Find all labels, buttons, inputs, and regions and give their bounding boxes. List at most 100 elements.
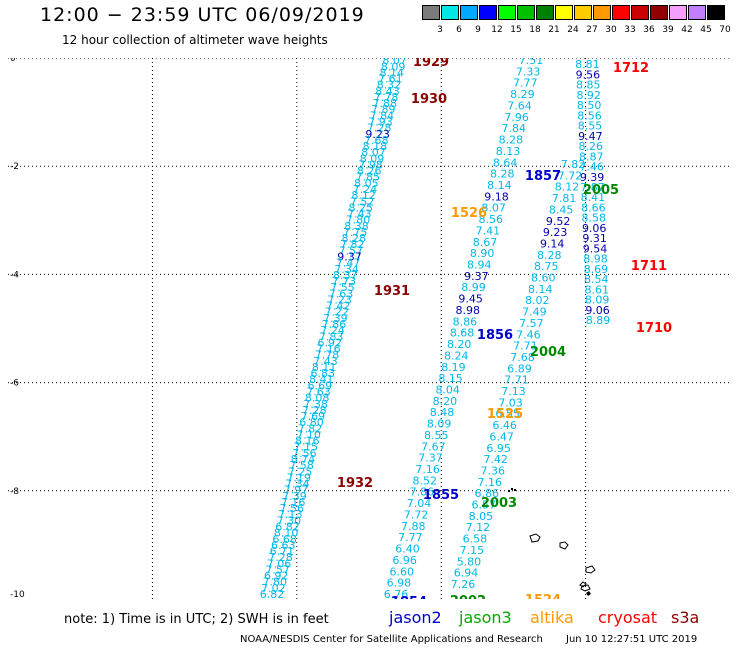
swh-value: 8.28 <box>490 168 515 181</box>
swh-value: 8.11 <box>312 361 337 374</box>
swh-value: 8.74 <box>291 453 316 466</box>
swh-value: 8.98 <box>583 253 608 266</box>
swh-value: 8.87 <box>579 150 604 163</box>
swh-value: 7.83 <box>319 330 344 343</box>
swh-value: 7.84 <box>370 109 395 122</box>
swh-value: 7.40 <box>384 58 409 61</box>
swh-value: 7.52 <box>350 195 375 208</box>
swh-value: 7.51 <box>519 58 544 67</box>
swh-value: 9.45 <box>458 293 483 306</box>
pass-number-label: 2005 <box>583 183 619 198</box>
swh-value: 6.98 <box>387 577 412 590</box>
swh-value: 6.60 <box>389 565 414 578</box>
legend-level-label: 12 <box>491 25 503 35</box>
swh-value: 7.42 <box>326 300 351 313</box>
swh-value: 9.47 <box>578 130 603 143</box>
swh-value: 7.61 <box>378 73 403 86</box>
swh-value: 9.06 <box>585 304 610 317</box>
swh-value: 7.12 <box>466 521 491 534</box>
legend-swatch <box>460 5 478 20</box>
legend-swatch <box>574 5 592 20</box>
swh-value: 6.55 <box>495 408 520 421</box>
swh-value: 7.75 <box>343 226 368 239</box>
swh-value: 8.94 <box>467 259 492 272</box>
page-subtitle: 12 hour collection of altimeter wave hei… <box>62 33 328 47</box>
swh-value: 8.28 <box>499 134 524 147</box>
swh-value: 9.18 <box>484 190 509 203</box>
swh-value: 7.56 <box>279 502 304 515</box>
swh-value: 7.16 <box>478 476 503 489</box>
pass-number-label: 1931 <box>374 284 410 299</box>
swh-value: 6.69 <box>308 379 333 392</box>
swh-value: 8.02 <box>525 294 550 307</box>
swh-value: 7.80 <box>263 576 288 589</box>
island-dot <box>508 490 510 492</box>
swh-value: 8.38 <box>344 220 369 233</box>
swh-value: 8.14 <box>380 66 405 79</box>
swh-value: 7.78 <box>315 349 340 362</box>
swh-value: 8.67 <box>473 236 498 249</box>
swh-value: 7.43 <box>347 208 372 221</box>
y-axis-tick-label: -8 <box>10 487 19 497</box>
swh-value: 7.25 <box>288 465 313 478</box>
swh-value: 8.92 <box>576 89 601 102</box>
pass-number-label: 1524 <box>525 593 561 599</box>
swh-value: 8.05 <box>469 510 494 523</box>
swh-value: 9.06 <box>582 222 607 235</box>
swh-value: 7.67 <box>421 440 446 453</box>
swh-value: 8.25 <box>349 201 374 214</box>
legend-altika: altika <box>530 608 574 627</box>
swh-value: 8.75 <box>534 260 559 273</box>
swh-value: 7.39 <box>282 490 307 503</box>
swh-value: 7.58 <box>289 459 314 472</box>
legend-level-label: 9 <box>475 25 481 35</box>
swh-value: 7.16 <box>415 463 440 476</box>
swh-value: 9.52 <box>546 215 571 228</box>
swh-value: 7.42 <box>483 453 508 466</box>
swh-value: 8.09 <box>427 418 452 431</box>
swh-value: 7.63 <box>306 386 331 399</box>
swh-value: 9.39 <box>580 171 605 184</box>
swh-value: 8.43 <box>375 85 400 98</box>
swh-value: 7.15 <box>460 544 485 557</box>
swh-value: 8.07 <box>481 202 506 215</box>
swh-value: 7.10 <box>296 428 321 441</box>
pass-number-label: 1525 <box>487 407 523 422</box>
swh-value: 8.32 <box>377 79 402 92</box>
swh-value: 8.41 <box>309 373 334 386</box>
swh-value: 8.86 <box>453 315 478 328</box>
swh-value: 6.63 <box>271 539 296 552</box>
swh-value: 7.89 <box>371 103 396 116</box>
swh-value: 7.04 <box>407 497 432 510</box>
pass-number-label: 2003 <box>481 496 517 511</box>
swh-value: 7.16 <box>316 343 341 356</box>
swh-value: 7.71 <box>513 340 538 353</box>
legend-cryosat: cryosat <box>598 608 658 627</box>
swh-value: 7.36 <box>480 464 505 477</box>
swh-value: 8.56 <box>479 213 504 226</box>
swh-value: 7.56 <box>292 447 317 460</box>
legend-swatch <box>707 5 725 20</box>
swh-value: 9.23 <box>365 128 390 141</box>
swh-value: 8.89 <box>586 314 611 327</box>
swh-value: 7.13 <box>501 385 526 398</box>
swh-value: 8.07 <box>382 58 407 67</box>
pass-number-label: 1854 <box>391 595 427 599</box>
swh-value: 8.24 <box>444 349 469 362</box>
swh-value: 8.26 <box>357 165 382 178</box>
legend-level-label: 3 <box>437 25 443 35</box>
swh-value: 8.09 <box>360 152 385 165</box>
swh-value: 7.84 <box>502 122 527 135</box>
swh-value: 7.23 <box>327 293 352 306</box>
swh-value: 8.90 <box>470 247 495 260</box>
swh-value: 7.85 <box>356 171 381 184</box>
legend-swatch <box>669 5 687 20</box>
legend-level-label: 27 <box>586 25 598 35</box>
swh-value: 7.68 <box>510 351 535 364</box>
legend-swatch <box>498 5 516 20</box>
swh-value: 8.45 <box>549 203 574 216</box>
legend-swatch <box>555 5 573 20</box>
legend-jason2: jason2 <box>389 608 442 627</box>
swh-value: 7.55 <box>330 281 355 294</box>
legend-swatch <box>422 5 440 20</box>
